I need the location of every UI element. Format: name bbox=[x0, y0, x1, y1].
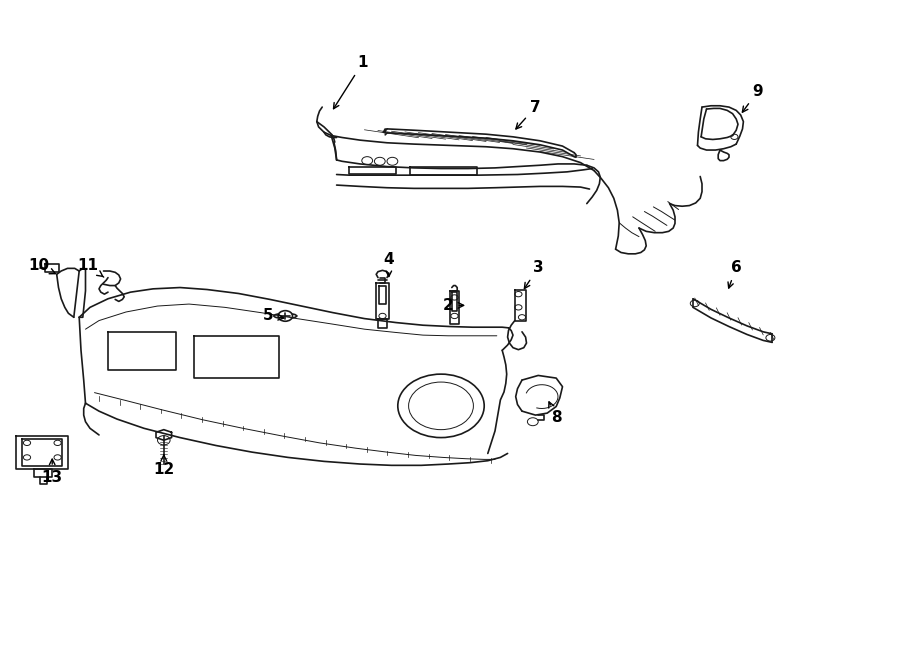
Text: 1: 1 bbox=[334, 56, 368, 108]
Text: 2: 2 bbox=[443, 298, 464, 313]
Text: 3: 3 bbox=[525, 260, 544, 289]
Text: 8: 8 bbox=[549, 402, 562, 425]
Text: 5: 5 bbox=[263, 309, 284, 323]
Text: 7: 7 bbox=[516, 100, 541, 129]
Text: 9: 9 bbox=[742, 84, 763, 112]
Text: 10: 10 bbox=[28, 258, 56, 274]
Circle shape bbox=[527, 418, 538, 426]
Text: 13: 13 bbox=[41, 459, 63, 485]
Text: 11: 11 bbox=[77, 258, 104, 277]
Text: 6: 6 bbox=[728, 260, 742, 288]
Text: 12: 12 bbox=[153, 455, 175, 477]
Text: 4: 4 bbox=[383, 253, 394, 276]
